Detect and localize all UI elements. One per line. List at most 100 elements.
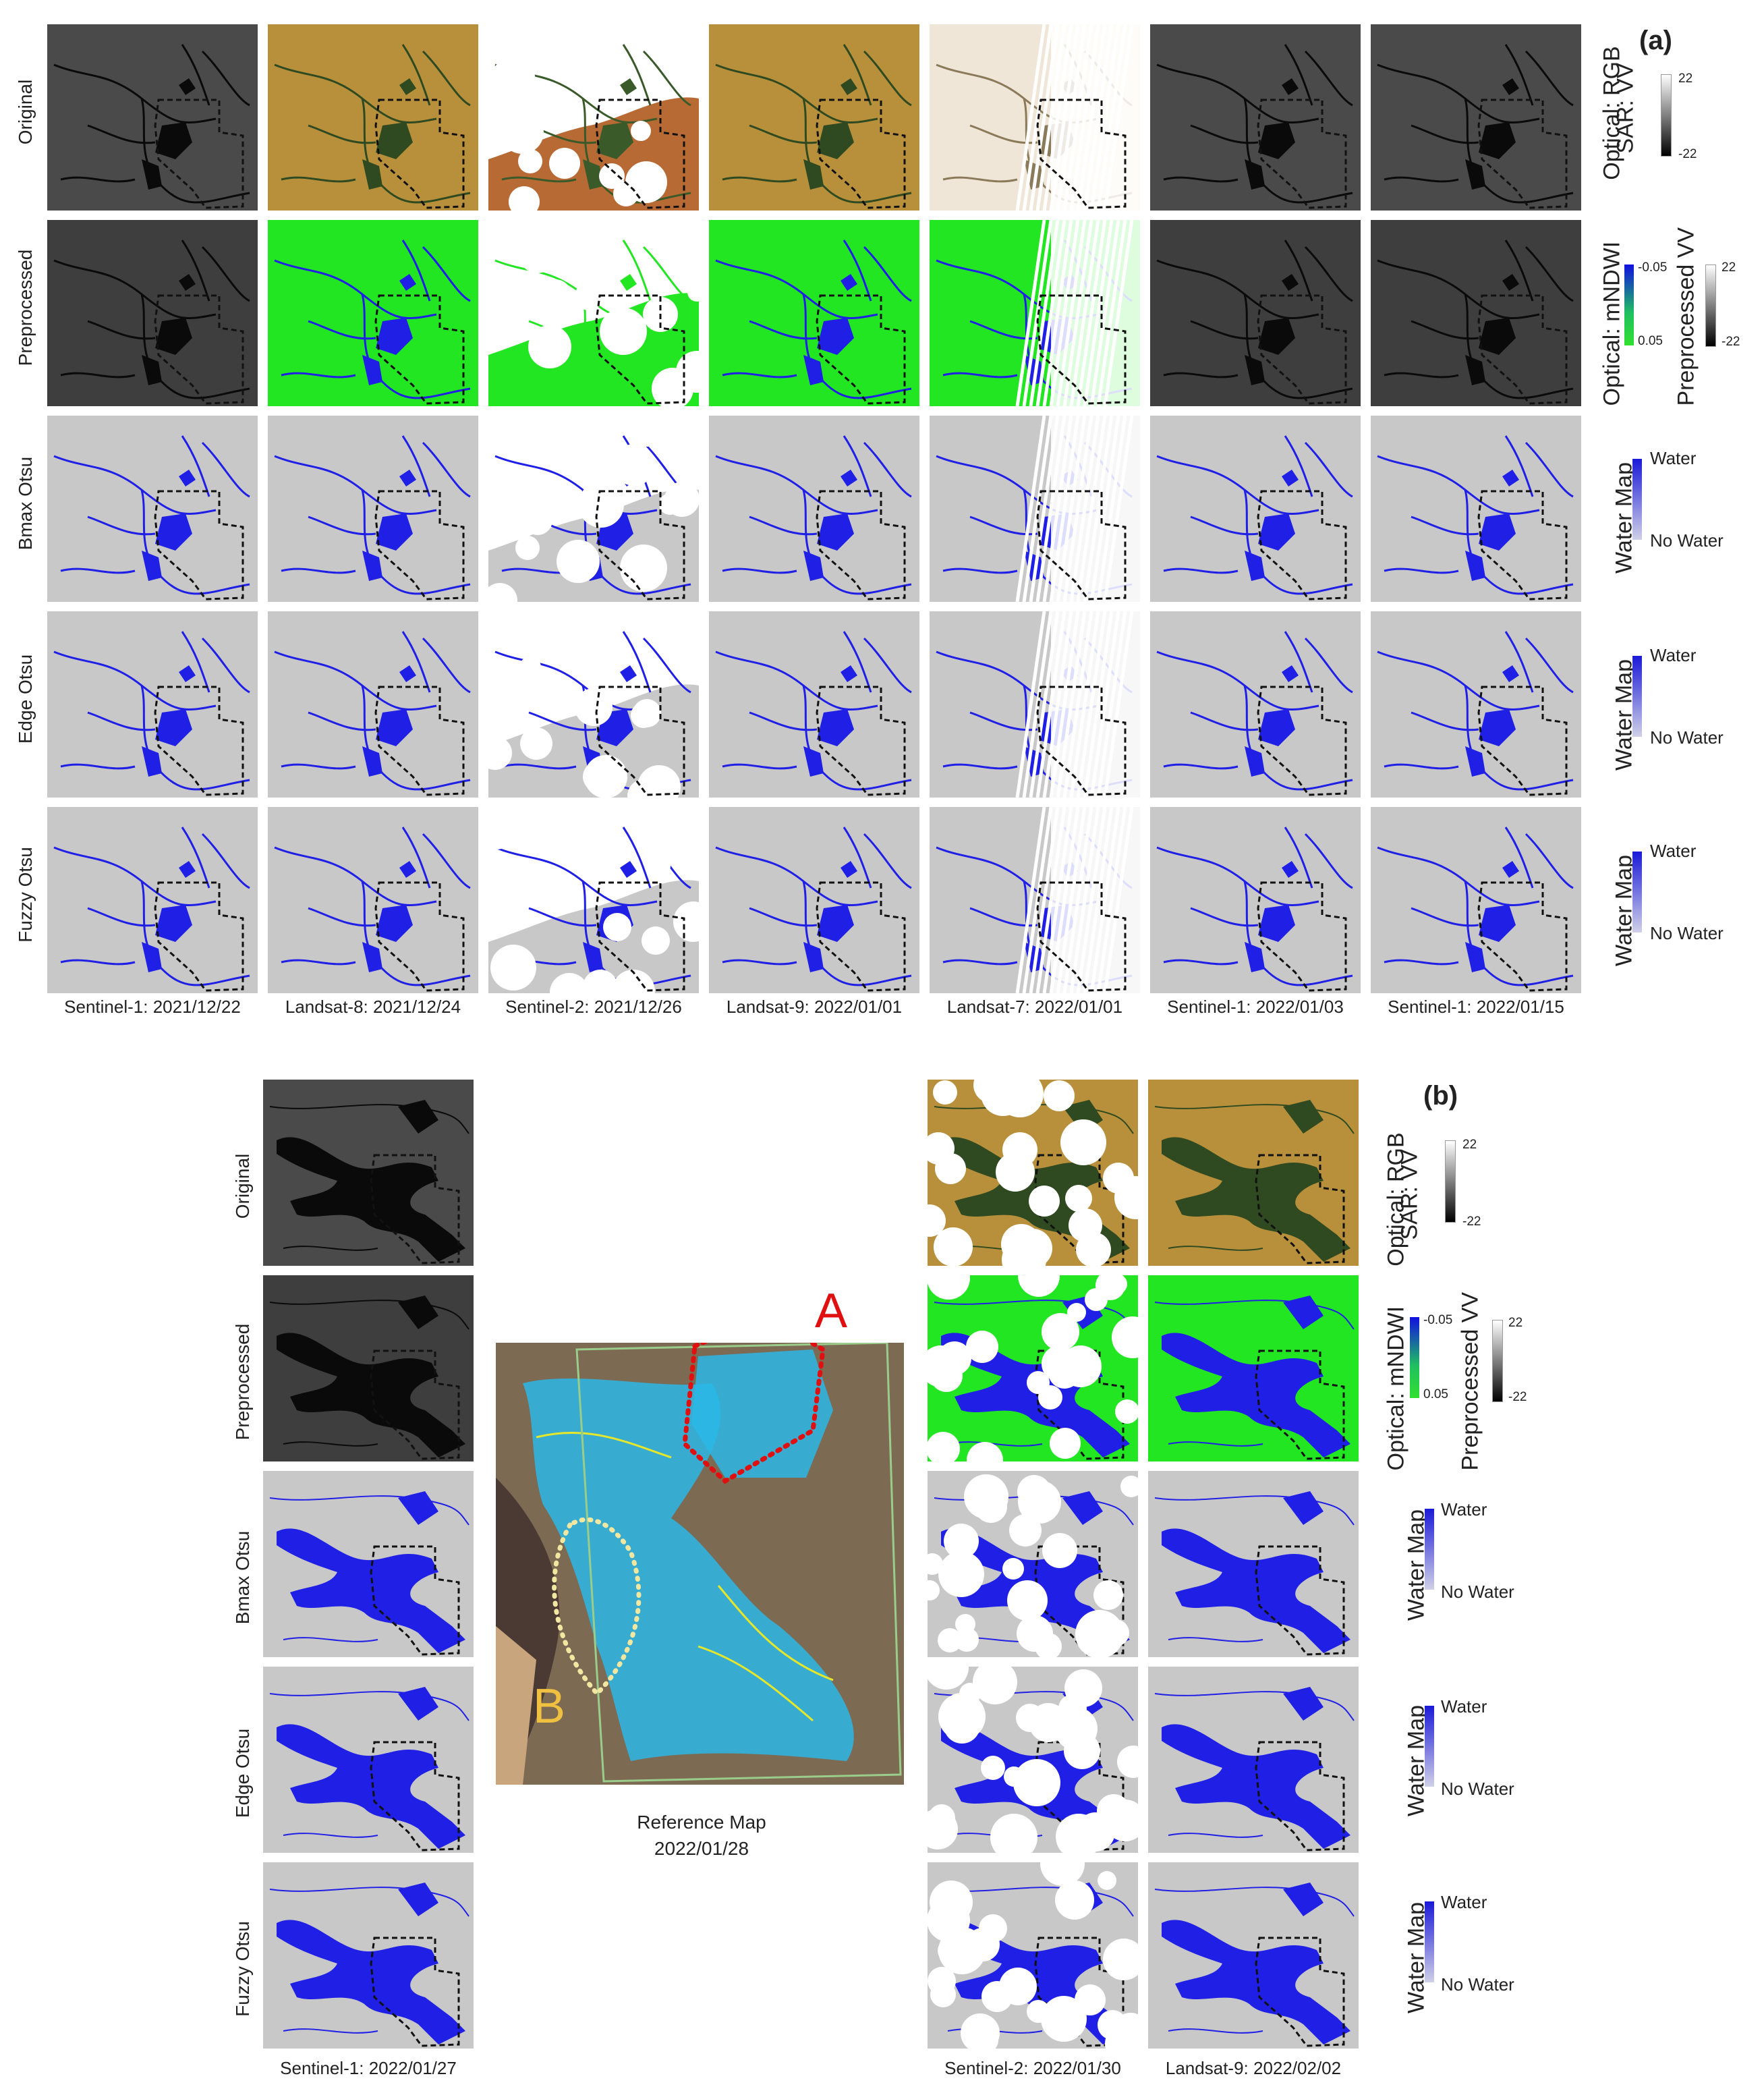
reference-map — [496, 1313, 904, 1785]
legend-a-water3-bottom: No Water — [1650, 923, 1724, 943]
legend-b-ndwi-bottom: 0.05 — [1423, 1387, 1448, 1401]
b-caption-right-2: Landsat-9: 2022/02/02 — [1165, 2058, 1342, 2078]
legend-a-water1-top: Water — [1650, 448, 1697, 468]
legend-b-water2-bottom: No Water — [1441, 1779, 1514, 1799]
caption-col-4: Landsat-9: 2022/01/01 — [726, 997, 903, 1017]
legend-a-water1-bar — [1632, 459, 1642, 540]
tile-b-left-r2 — [263, 1275, 474, 1461]
b-row-label-preprocessed: Preprocessed — [232, 1323, 253, 1441]
legend-b-sar-bar — [1445, 1140, 1456, 1223]
tile-a-r1-c7 — [1371, 24, 1581, 211]
tile-a-r5-c4 — [709, 807, 919, 993]
tile-a-r3-c2 — [268, 416, 478, 602]
legend-a-water3-top: Water — [1650, 841, 1697, 861]
tile-a-r4-c4 — [709, 611, 919, 798]
legend-b-water3-bottom: No Water — [1441, 1974, 1514, 1995]
tile-a-r3-c1 — [47, 416, 258, 602]
tile-a-r1-c6 — [1150, 24, 1361, 211]
tile-b-s2-r2 — [928, 1275, 1138, 1461]
tile-a-r4-c7 — [1371, 611, 1581, 798]
legend-a-pre-line2: Preprocessed VV — [1673, 227, 1699, 406]
panel-a-label: (a) — [1639, 26, 1672, 55]
b-row-label-original: Original — [232, 1153, 253, 1219]
legend-b-water2-bar — [1425, 1706, 1434, 1787]
legend-b-original-line2: SAR: VV — [1396, 1149, 1423, 1240]
row-label-bmax-otsu: Bmax Otsu — [15, 456, 36, 551]
tile-a-r2-c4 — [709, 220, 919, 406]
legend-a-pre-sar-max: 22 — [1722, 260, 1736, 275]
legend-a-ndwi-bar — [1624, 264, 1634, 345]
tile-a-r1-c2 — [268, 24, 478, 211]
legend-a-water2-top: Water — [1650, 645, 1697, 665]
legend-a-water3-bar — [1632, 852, 1642, 932]
tile-b-l9-r5 — [1148, 1862, 1359, 2049]
tile-b-s2-r5 — [928, 1862, 1138, 2049]
legend-a-water1-bottom: No Water — [1650, 530, 1724, 551]
panel-b-label: (b) — [1423, 1081, 1458, 1111]
reference-marker-a: A — [815, 1284, 848, 1338]
tile-a-r5-c2 — [268, 807, 478, 993]
tile-b-s2-r4 — [928, 1667, 1138, 1853]
caption-col-6: Sentinel-1: 2022/01/03 — [1167, 997, 1344, 1017]
legend-a-sar-max: 22 — [1678, 72, 1693, 86]
caption-col-5: Landsat-7: 2022/01/01 — [946, 997, 1123, 1017]
tile-a-r5-c6 — [1150, 807, 1361, 993]
tile-a-r4-c2 — [268, 611, 478, 798]
legend-b-pre-line1: Optical: mNDWI — [1383, 1306, 1409, 1471]
legend-a-sar-min: -22 — [1678, 147, 1697, 161]
tile-b-left-r3 — [263, 1471, 474, 1657]
tile-b-l9-r4 — [1148, 1667, 1359, 1853]
legend-a-pre-sar-bar — [1705, 264, 1716, 347]
legend-b-water1-top: Water — [1441, 1499, 1487, 1520]
row-label-edge-otsu: Edge Otsu — [15, 654, 36, 744]
legend-b-pre-line2: Preprocessed VV — [1457, 1291, 1483, 1471]
tile-a-r1-c4 — [709, 24, 919, 211]
reference-caption-line1: Reference Map — [637, 1812, 766, 1833]
legend-b-ndwi-top: -0.05 — [1423, 1313, 1453, 1327]
tile-a-r5-c1 — [47, 807, 258, 993]
reference-marker-b: B — [533, 1679, 566, 1733]
legend-b-water2-top: Water — [1441, 1696, 1487, 1717]
b-row-label-fuzzy-otsu: Fuzzy Otsu — [232, 1921, 253, 2017]
tile-a-r3-c7 — [1371, 416, 1581, 602]
legend-a-ndwi-top: -0.05 — [1638, 260, 1668, 275]
b-row-label-bmax-otsu: Bmax Otsu — [232, 1530, 253, 1625]
tile-b-l9-r3 — [1148, 1471, 1359, 1657]
legend-b-pre-sar-max: 22 — [1508, 1316, 1523, 1330]
tile-a-r2-c2 — [268, 220, 478, 406]
tile-b-left-r1 — [263, 1080, 474, 1266]
legend-a-sar-bar — [1661, 74, 1672, 157]
tile-a-r5-c5 — [930, 807, 1140, 993]
tile-b-s2-r1 — [928, 1080, 1138, 1266]
tile-a-r5-c7 — [1371, 807, 1581, 993]
tile-a-r4-c5 — [930, 611, 1140, 798]
row-label-fuzzy-otsu: Fuzzy Otsu — [15, 847, 36, 943]
legend-a-ndwi-bottom: 0.05 — [1638, 334, 1663, 348]
tile-a-r3-c4 — [709, 416, 919, 602]
caption-col-1: Sentinel-1: 2021/12/22 — [64, 997, 241, 1017]
tile-a-r4-c3 — [488, 611, 699, 798]
tile-a-r1-c1 — [47, 24, 258, 211]
tile-a-r3-c3 — [488, 416, 699, 602]
caption-col-3: Sentinel-2: 2021/12/26 — [505, 997, 682, 1017]
tile-a-r2-c5 — [930, 220, 1140, 406]
reference-caption-line2: 2022/01/28 — [654, 1838, 749, 1859]
legend-a-water2-bottom: No Water — [1650, 727, 1724, 748]
tile-b-s2-r3 — [928, 1471, 1138, 1657]
caption-col-2: Landsat-8: 2021/12/24 — [285, 997, 461, 1017]
b-caption-left: Sentinel-1: 2022/01/27 — [280, 2058, 457, 2078]
tile-b-l9-r2 — [1148, 1275, 1359, 1461]
tile-b-l9-r1 — [1148, 1080, 1359, 1266]
legend-b-sar-min: -22 — [1462, 1215, 1481, 1229]
tile-a-r4-c1 — [47, 611, 258, 798]
tile-a-r1-c5 — [930, 24, 1140, 211]
legend-a-water2-bar — [1632, 656, 1642, 737]
legend-b-water1-bar — [1425, 1509, 1434, 1590]
row-label-original: Original — [15, 79, 36, 145]
row-label-preprocessed: Preprocessed — [15, 249, 36, 366]
legend-b-ndwi-bar — [1410, 1317, 1419, 1398]
legend-b-water3-top: Water — [1441, 1892, 1487, 1912]
tile-a-r1-c3 — [488, 24, 699, 211]
legend-a-original-line2: SAR: VV — [1612, 63, 1639, 154]
legend-b-pre-sar-min: -22 — [1508, 1390, 1527, 1404]
